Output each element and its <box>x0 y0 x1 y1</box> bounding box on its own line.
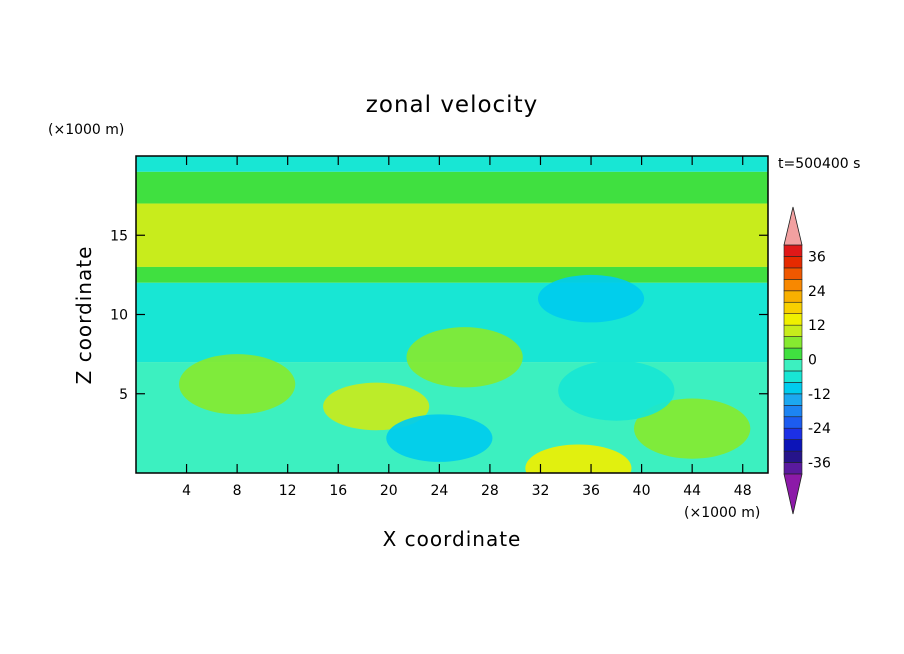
colorbar-swatch <box>783 393 803 406</box>
colorbar-swatch <box>783 256 803 269</box>
colorbar-swatch <box>783 301 803 314</box>
colorbar-swatch <box>783 324 803 337</box>
velocity-feature <box>178 354 296 415</box>
x-tick-label: 20 <box>380 483 398 499</box>
colorbar-swatch <box>783 336 803 349</box>
velocity-feature <box>558 360 675 421</box>
colorbar-under-arrow <box>783 473 803 515</box>
x-axis-label: X coordinate <box>383 527 522 551</box>
colorbar-label: 0 <box>808 353 817 369</box>
velocity-feature <box>386 414 493 462</box>
colorbar-swatch <box>783 313 803 326</box>
y-tick-label: 15 <box>110 228 128 244</box>
colorbar-label: -12 <box>808 387 831 403</box>
y-tick-label: 10 <box>110 308 128 324</box>
velocity-feature <box>323 382 430 431</box>
velocity-feature <box>525 444 632 473</box>
x-tick-label: 40 <box>633 483 651 499</box>
colorbar-swatch <box>783 267 803 280</box>
chart-title: zonal velocity <box>366 92 538 118</box>
colorbar-swatch <box>783 244 803 257</box>
colorbar-label: -36 <box>808 456 831 472</box>
y-axis: 5 10 15 <box>110 228 768 403</box>
colorbar-swatch <box>783 290 803 303</box>
velocity-feature <box>406 327 523 388</box>
colorbar-label: 36 <box>808 249 826 265</box>
colorbar-swatch <box>783 427 803 440</box>
colorbar-swatch <box>783 347 803 360</box>
colorbar-label: 24 <box>808 284 826 300</box>
velocity-features <box>178 274 751 473</box>
contour-field <box>136 156 768 473</box>
velocity-band <box>136 203 768 267</box>
colorbar-swatch <box>783 439 803 452</box>
velocity-feature <box>634 398 751 459</box>
x-tick-label: 28 <box>481 483 499 499</box>
x-tick-label: 8 <box>233 483 242 499</box>
x-tick-label: 48 <box>734 483 752 499</box>
velocity-band <box>136 266 768 283</box>
x-axis: 4 8 12 16 20 24 28 32 36 40 44 48 <box>182 156 752 499</box>
x-tick-label: 32 <box>532 483 550 499</box>
x-tick-label: 16 <box>329 483 347 499</box>
x-tick-label: 36 <box>582 483 600 499</box>
colorbar-label: 12 <box>808 318 826 334</box>
colorbar-swatch <box>783 359 803 372</box>
colorbar-swatch <box>783 404 803 418</box>
colorbar-swatch <box>783 450 803 463</box>
colorbar-swatch <box>783 416 803 429</box>
colorbar-label: -24 <box>808 421 831 437</box>
colorbar-swatch <box>783 279 803 292</box>
x-tick-label: 44 <box>683 483 701 499</box>
colorbar-swatch <box>783 382 803 395</box>
y-axis-unit: (×1000 m) <box>48 122 124 138</box>
colorbar-swatch <box>783 462 803 475</box>
velocity-feature <box>537 274 645 323</box>
velocity-band <box>136 171 768 204</box>
x-tick-label: 12 <box>279 483 297 499</box>
velocity-band <box>136 156 768 172</box>
colorbar-swatch <box>783 370 803 383</box>
y-axis-label: Z coordinate <box>72 246 96 385</box>
time-label: t=500400 s <box>778 156 860 172</box>
x-tick-label: 24 <box>430 483 448 499</box>
y-tick-label: 5 <box>119 387 128 403</box>
colorbar: 36 24 12 0 -12 -24 -36 <box>783 206 831 515</box>
x-axis-unit: (×1000 m) <box>684 505 760 521</box>
x-tick-label: 4 <box>182 483 191 499</box>
colorbar-over-arrow <box>783 206 803 246</box>
